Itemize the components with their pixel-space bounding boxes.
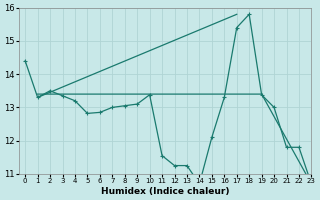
X-axis label: Humidex (Indice chaleur): Humidex (Indice chaleur): [101, 187, 229, 196]
